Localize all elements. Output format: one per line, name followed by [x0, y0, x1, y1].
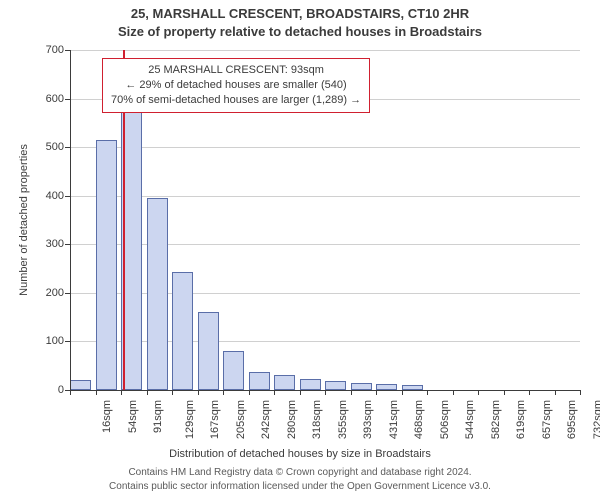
- x-tick-label: 16sqm: [101, 400, 113, 433]
- gridline: [70, 196, 580, 197]
- x-tick-label: 91sqm: [152, 400, 164, 433]
- x-tick-label: 619sqm: [515, 400, 527, 439]
- x-tick-label: 167sqm: [209, 400, 221, 439]
- x-tick-label: 657sqm: [541, 400, 553, 439]
- x-tick-label: 280sqm: [286, 400, 298, 439]
- x-tick-label: 355sqm: [337, 400, 349, 439]
- histogram-bar: [300, 379, 321, 390]
- x-tick-label: 732sqm: [592, 400, 600, 439]
- y-tick-label: 100: [46, 335, 70, 347]
- gridline: [70, 50, 580, 51]
- y-tick-label: 600: [46, 93, 70, 105]
- y-tick-label: 200: [46, 287, 70, 299]
- histogram-bar: [274, 375, 295, 390]
- histogram-bar: [223, 351, 244, 390]
- x-tick-label: 393sqm: [362, 400, 374, 439]
- info-line-3: 70% of semi-detached houses are larger (…: [111, 93, 361, 108]
- x-tick-label: 544sqm: [464, 400, 476, 439]
- histogram-plot: 010020030040050060070016sqm54sqm91sqm129…: [70, 50, 580, 390]
- histogram-bar: [198, 312, 219, 390]
- y-tick-label: 0: [58, 384, 70, 396]
- histogram-bar: [172, 272, 193, 390]
- x-tick-label: 695sqm: [566, 400, 578, 439]
- x-axis-label: Distribution of detached houses by size …: [0, 448, 600, 460]
- x-axis-line: [70, 390, 580, 391]
- x-tick-label: 468sqm: [413, 400, 425, 439]
- footnote-line-2: Contains public sector information licen…: [0, 480, 600, 494]
- x-tick-label: 129sqm: [184, 400, 196, 439]
- x-tick-label: 242sqm: [260, 400, 272, 439]
- info-line-1: 25 MARSHALL CRESCENT: 93sqm: [111, 63, 361, 78]
- footnote-line-1: Contains HM Land Registry data © Crown c…: [0, 466, 600, 480]
- page-title-line2: Size of property relative to detached ho…: [0, 24, 600, 39]
- y-tick-label: 300: [46, 238, 70, 250]
- histogram-bar: [351, 383, 372, 390]
- y-tick-label: 700: [46, 44, 70, 56]
- gridline: [70, 147, 580, 148]
- y-tick-label: 500: [46, 141, 70, 153]
- info-box: 25 MARSHALL CRESCENT: 93sqm ← 29% of det…: [102, 58, 370, 113]
- x-tick-label: 582sqm: [490, 400, 502, 439]
- x-tick-label: 205sqm: [235, 400, 247, 439]
- y-tick-label: 400: [46, 190, 70, 202]
- footnote: Contains HM Land Registry data © Crown c…: [0, 466, 600, 493]
- histogram-bar: [147, 198, 168, 390]
- histogram-bar: [70, 380, 91, 390]
- x-tick-label: 54sqm: [127, 400, 139, 433]
- histogram-bar: [325, 381, 346, 390]
- x-tick-label: 431sqm: [388, 400, 400, 439]
- x-tick-mark: [580, 390, 581, 395]
- x-tick-label: 506sqm: [439, 400, 451, 439]
- histogram-bar: [96, 140, 117, 390]
- y-axis-label: Number of detached properties: [18, 144, 30, 296]
- x-tick-label: 318sqm: [311, 400, 323, 439]
- histogram-bar: [249, 372, 270, 390]
- page-title-line1: 25, MARSHALL CRESCENT, BROADSTAIRS, CT10…: [0, 6, 600, 21]
- y-axis-line: [70, 50, 71, 390]
- info-line-2: ← 29% of detached houses are smaller (54…: [111, 78, 361, 93]
